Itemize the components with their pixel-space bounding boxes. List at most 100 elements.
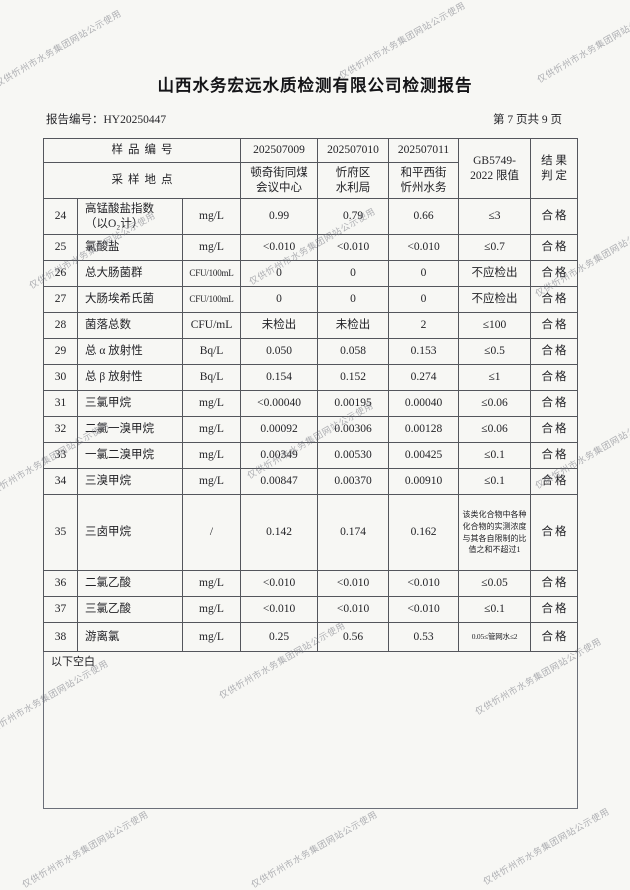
result-judgement: 合格 — [530, 416, 579, 443]
value-202507010: 0.152 — [317, 364, 390, 391]
table-row: 30 总 β 放射性 Bq/L 0.154 0.152 0.274 ≤1 合格 — [43, 364, 579, 391]
parameter-name: 三氯乙酸 — [77, 596, 183, 623]
unit: mg/L — [181, 234, 242, 261]
value-202507011: 0 — [388, 260, 460, 287]
value-202507010: 0 — [317, 260, 390, 287]
results-tbody: 24 高锰酸盐指数 （以O₂计） mg/L 0.99 0.79 0.66 ≤3 合格 25 氯酸盐… — [43, 198, 579, 652]
parameter-name: 二氯一溴甲烷 — [77, 416, 183, 443]
limit-value: 该类化合物中各种化合物的实测浓度与其各自限制的比值之和不超过1 — [458, 494, 532, 571]
row-number: 36 — [43, 570, 78, 597]
value-202507011: 2 — [388, 312, 460, 339]
sample-site-1: 顿奇街同煤 会议中心 — [240, 162, 319, 199]
limit-value: ≤0.1 — [458, 442, 532, 469]
table-row: 35 三卤甲烷/0.142 0.174 0.162 该类化合物中各种化合物的实测浓度与其… — [43, 494, 579, 571]
limit-value: ≤0.1 — [458, 468, 532, 495]
limit-value: ≤0.5 — [458, 338, 532, 365]
unit: CFU/mL — [181, 312, 242, 339]
unit: mg/L — [181, 596, 242, 623]
value-202507009: 0.00092 — [240, 416, 319, 443]
unit: Bq/L — [181, 364, 242, 391]
unit: mg/L — [181, 416, 242, 443]
row-number: 34 — [43, 468, 78, 495]
value-202507011: 0.00910 — [388, 468, 460, 495]
sample-no-header: 样品编号 — [42, 138, 242, 163]
value-202507009: 0.050 — [240, 338, 319, 365]
value-202507011: 0.153 — [388, 338, 460, 365]
value-202507009: 0.25 — [240, 622, 319, 652]
limit-value: ≤100 — [458, 312, 532, 339]
result-judgement: 合格 — [530, 494, 579, 571]
sample-site-2: 忻府区 水利局 — [317, 162, 390, 199]
value-202507009: <0.00040 — [240, 390, 319, 417]
value-202507009: 未检出 — [240, 312, 319, 339]
value-202507009: 0.00847 — [240, 468, 319, 495]
value-202507009: 0.154 — [240, 364, 319, 391]
unit: mg/L — [181, 390, 242, 417]
unit: / — [181, 494, 242, 571]
value-202507011: <0.010 — [388, 570, 460, 597]
value-202507009: 0 — [240, 260, 319, 287]
table-row: 38 游离氯 mg/L 0.25 0.56 0.53 0.05≤管网水≤2 合格 — [43, 622, 579, 652]
value-202507009: <0.010 — [240, 596, 319, 623]
value-202507010: 0.058 — [317, 338, 390, 365]
result-judgement: 合格 — [530, 390, 579, 417]
table-row: 33 一氯二溴甲烷 mg/L 0.00349 0.00530 0.00425 ≤0.1 合格 — [43, 442, 579, 469]
sample-site-3: 和平西街 忻州水务 — [388, 162, 460, 199]
sample-no-3: 202507011 — [388, 138, 460, 163]
sample-site-header: 采样地点 — [42, 162, 242, 199]
unit: mg/L — [181, 198, 242, 235]
unit: mg/L — [181, 468, 242, 495]
result-judgement: 合格 — [530, 364, 579, 391]
value-202507009: <0.010 — [240, 234, 319, 261]
limit-value: 不应检出 — [458, 260, 532, 287]
result-judgement: 合格 — [530, 234, 579, 261]
parameter-name: 一氯二溴甲烷 — [77, 442, 183, 469]
parameter-name: 总大肠菌群 — [77, 260, 183, 287]
value-202507009: 0.00349 — [240, 442, 319, 469]
result-judgement: 合格 — [530, 312, 579, 339]
value-202507011: 0.162 — [388, 494, 460, 571]
table-row: 28 菌落总数 CFU/mL 未检出 未检出 2 ≤100 合格 — [43, 312, 579, 339]
row-number: 31 — [43, 390, 78, 417]
value-202507009: <0.010 — [240, 570, 319, 597]
results-table: 样品编号 202507009 202507010 202507011 GB574… — [42, 138, 579, 809]
header-row-sample-site: 采样地点 顿奇街同煤 会议中心 忻府区 水利局 和平西街 忻州水务 — [42, 162, 578, 199]
watermark-text: 仅供忻州市水务集团网站公示使用 — [249, 809, 380, 890]
value-202507011: 0 — [388, 286, 460, 313]
value-202507010: 0.00195 — [317, 390, 390, 417]
table-row: 26 总大肠菌群 CFU/100mL 0 0 0 不应检出 合格 — [43, 260, 579, 287]
table-row: 37 三氯乙酸 mg/L <0.010 <0.010 <0.010 ≤0.1 合格 — [43, 596, 579, 623]
value-202507010: 0.56 — [317, 622, 390, 652]
parameter-name: 总 β 放射性 — [77, 364, 183, 391]
blank-note-cell: 以下空白 — [42, 651, 579, 809]
value-202507010: 0.174 — [317, 494, 390, 571]
value-202507010: 0.00370 — [317, 468, 390, 495]
row-number: 24 — [43, 198, 78, 235]
unit: mg/L — [181, 442, 242, 469]
watermark-text: 仅供忻州市水务集团网站公示使用 — [20, 809, 151, 890]
unit: Bq/L — [181, 338, 242, 365]
sample-no-1: 202507009 — [240, 138, 319, 163]
result-judgement: 合格 — [530, 286, 579, 313]
parameter-name: 高锰酸盐指数 （以O₂计） — [77, 198, 183, 235]
limit-value: ≤0.06 — [458, 390, 532, 417]
result-judgement: 合格 — [530, 338, 579, 365]
table-row: 34 三溴甲烷 mg/L 0.00847 0.00370 0.00910 ≤0.1 合格 — [43, 468, 579, 495]
parameter-name: 二氯乙酸 — [77, 570, 183, 597]
row-number: 35 — [43, 494, 78, 571]
limit-value: ≤0.05 — [458, 570, 532, 597]
value-202507009: 0.142 — [240, 494, 319, 571]
row-number: 25 — [43, 234, 78, 261]
result-judgement: 合格 — [530, 442, 579, 469]
parameter-name: 氯酸盐 — [77, 234, 183, 261]
table-row: 24 高锰酸盐指数 （以O₂计） mg/L 0.99 0.79 0.66 ≤3 合格 — [43, 198, 579, 235]
value-202507011: 0.274 — [388, 364, 460, 391]
value-202507010: 0.79 — [317, 198, 390, 235]
result-judgement: 合格 — [530, 198, 579, 235]
value-202507011: <0.010 — [388, 596, 460, 623]
value-202507010: <0.010 — [317, 570, 390, 597]
value-202507011: 0.53 — [388, 622, 460, 652]
value-202507009: 0.99 — [240, 198, 319, 235]
parameter-name: 三溴甲烷 — [77, 468, 183, 495]
